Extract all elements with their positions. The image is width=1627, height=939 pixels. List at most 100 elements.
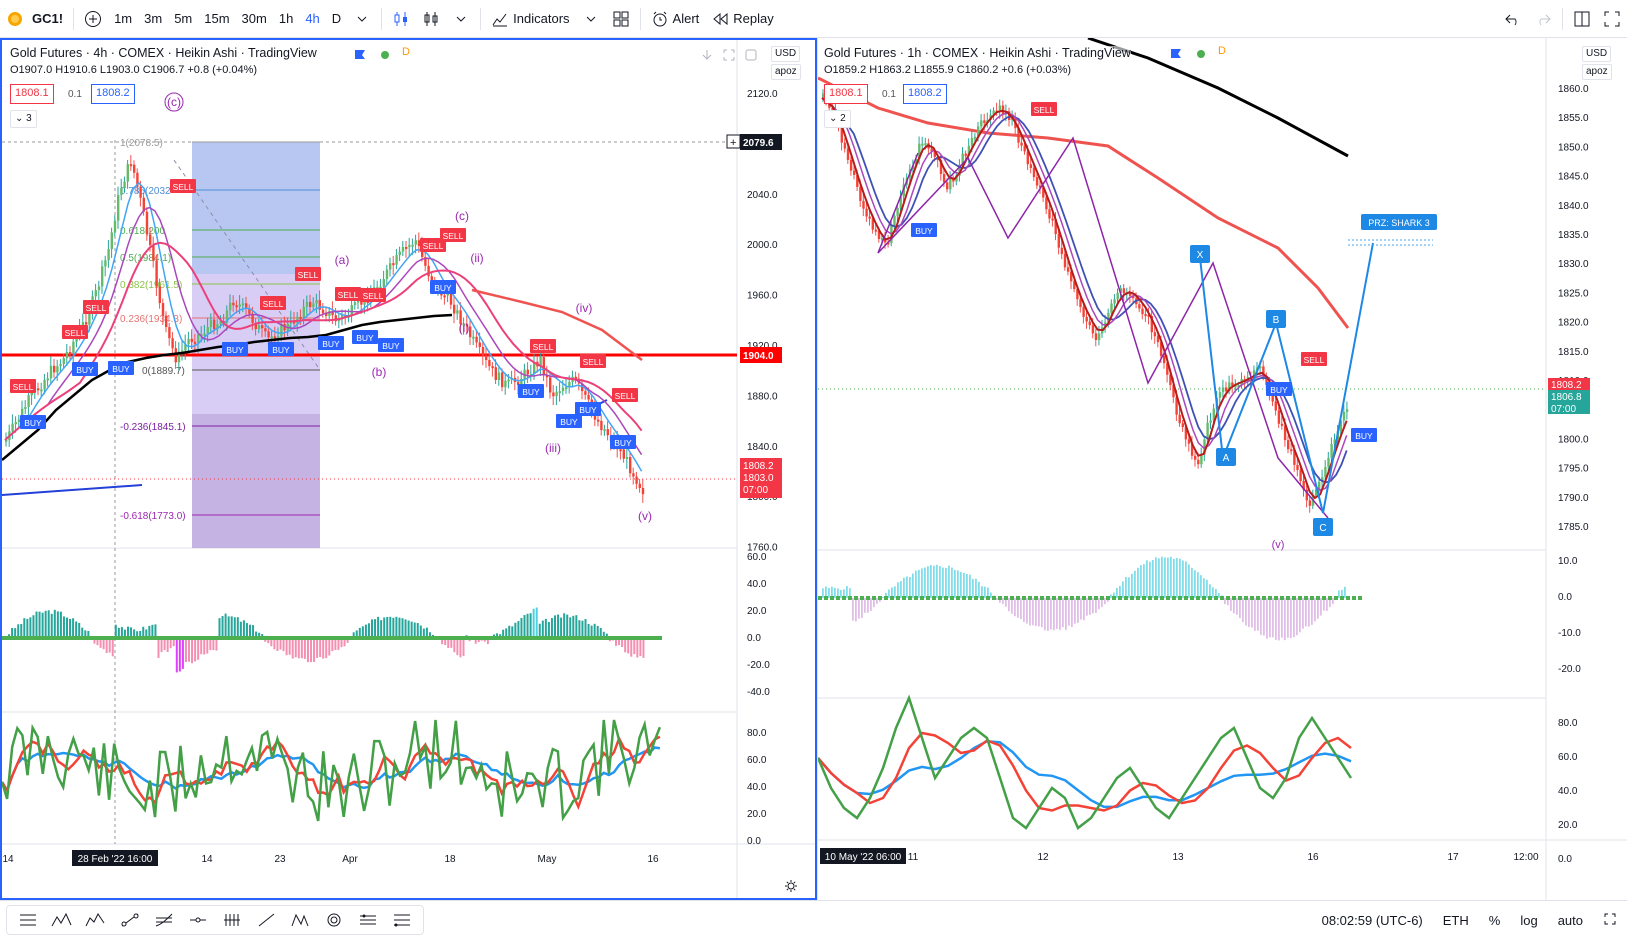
indicators-collapse-button[interactable]: ⌄ 3 xyxy=(10,110,37,128)
symbol-search[interactable]: GC1! xyxy=(0,0,69,38)
histogram-bar xyxy=(615,638,617,646)
interval-4h[interactable]: 4h xyxy=(305,11,320,26)
impulse-wave-icon[interactable] xyxy=(79,906,113,934)
settings-gear-icon[interactable] xyxy=(784,879,798,896)
candle-body xyxy=(1026,151,1029,165)
layout-split-button[interactable] xyxy=(1567,0,1597,38)
sell-price-box[interactable]: 1808.1 xyxy=(10,84,54,104)
alarm-clock-icon xyxy=(651,10,669,28)
trend-line-icon[interactable] xyxy=(113,906,147,934)
auto-scale-button[interactable]: auto xyxy=(1557,912,1583,928)
ray-icon[interactable] xyxy=(249,906,283,934)
horizontal-line-icon[interactable] xyxy=(181,906,215,934)
scale-mode-select[interactable]: apoz xyxy=(771,64,801,80)
histogram-bar xyxy=(990,592,992,598)
percent-scale-button[interactable]: % xyxy=(1488,912,1501,928)
interval-30m[interactable]: 30m xyxy=(241,11,267,26)
candle-body xyxy=(203,333,206,336)
indicators-collapse-button[interactable]: ⌄ 2 xyxy=(824,110,851,128)
maximize-icon[interactable] xyxy=(722,48,736,65)
histogram-bar xyxy=(450,638,453,648)
candle-body xyxy=(921,143,924,146)
candle-body xyxy=(1290,449,1293,452)
fullscreen-button[interactable] xyxy=(1597,0,1627,38)
histogram-bar xyxy=(972,578,974,598)
chart-type-candles-button[interactable] xyxy=(386,0,416,38)
interval-1m[interactable]: 1m xyxy=(114,11,133,26)
replay-button[interactable]: Replay xyxy=(705,0,779,38)
candle-body xyxy=(1271,395,1274,402)
interval-d[interactable]: D xyxy=(331,11,342,26)
sell-price-box[interactable]: 1808.1 xyxy=(824,84,868,104)
restore-icon[interactable] xyxy=(744,48,758,65)
histogram-bar xyxy=(486,638,489,645)
osc-tick-label: 40.0 xyxy=(747,579,767,590)
redo-button[interactable] xyxy=(1528,0,1558,38)
vertical-lines-icon[interactable] xyxy=(215,906,249,934)
candle-body xyxy=(1299,470,1302,481)
undo-button[interactable] xyxy=(1498,0,1528,38)
interval-dropdown[interactable] xyxy=(347,0,377,38)
delayed-d-icon: D xyxy=(402,46,410,58)
candle-body xyxy=(65,352,69,359)
histogram-bar xyxy=(636,638,639,658)
pitchfork-icon[interactable] xyxy=(147,906,181,934)
interval-1h[interactable]: 1h xyxy=(278,11,294,26)
candle-body xyxy=(606,429,609,436)
cursor-time-bg xyxy=(72,850,158,866)
buy-price-box[interactable]: 1808.2 xyxy=(903,84,947,104)
histogram-bar xyxy=(111,638,114,657)
chart-type-dropdown[interactable] xyxy=(446,0,476,38)
expand-icon[interactable] xyxy=(1593,912,1627,929)
alert-button[interactable]: Alert xyxy=(645,0,706,38)
chart-pane-left[interactable]: 2120.02080.02040.02000.01960.01920.01880… xyxy=(0,38,817,900)
indicators-button[interactable]: Indicators xyxy=(485,0,575,38)
histogram-bar xyxy=(1290,598,1292,639)
left-chart-canvas[interactable]: 2120.02080.02040.02000.01960.01920.01880… xyxy=(2,40,815,898)
chart-pane-right[interactable]: 1860.0 1855.0 1850.0 1845.0 1840.0 1835.0 1830… xyxy=(817,38,1627,900)
sell-signal-label: SELL xyxy=(443,231,464,241)
compare-symbol-button[interactable] xyxy=(78,0,108,38)
session-ETH-button[interactable]: ETH xyxy=(1442,912,1469,928)
candle-body xyxy=(136,172,139,187)
menu-icon[interactable] xyxy=(11,906,45,934)
elliott-wave-icon[interactable] xyxy=(45,906,79,934)
chart-type-bars-button[interactable] xyxy=(416,0,446,38)
layouts-button[interactable] xyxy=(606,0,636,38)
candle-body xyxy=(961,153,964,165)
fib-channel-icon[interactable] xyxy=(351,906,385,934)
currency-select[interactable]: USD xyxy=(1582,46,1612,62)
log-scale-button[interactable]: log xyxy=(1520,912,1538,928)
candle-body xyxy=(245,303,248,309)
buy-signal-label: BUY xyxy=(915,226,933,236)
buy-price-box[interactable]: 1808.2 xyxy=(91,84,135,104)
right-chart-canvas[interactable]: 1860.0 1855.0 1850.0 1845.0 1840.0 1835.0 1830… xyxy=(818,38,1627,900)
histogram-bar xyxy=(1104,598,1106,605)
buy-signal-label: BUY xyxy=(579,405,597,415)
currency-select[interactable]: USD xyxy=(771,46,801,62)
candle-body xyxy=(1048,209,1051,219)
histogram-bar xyxy=(1143,564,1145,598)
scale-mode-select[interactable]: apoz xyxy=(1582,64,1612,80)
histogram-bar xyxy=(367,623,370,638)
histogram-bar xyxy=(66,617,68,638)
interval-3m[interactable]: 3m xyxy=(144,11,163,26)
histogram-bar xyxy=(1173,558,1175,598)
histogram-bar xyxy=(1038,598,1040,627)
sell-signal-tag xyxy=(360,288,386,302)
interval-15m[interactable]: 15m xyxy=(204,11,230,26)
candle-body xyxy=(1225,387,1228,392)
price-tick-label: 1790.0 xyxy=(1558,493,1589,504)
scroll-down-icon[interactable] xyxy=(700,48,714,65)
histogram-bar xyxy=(624,638,627,653)
interval-5m[interactable]: 5m xyxy=(174,11,193,26)
xabcd-pattern-icon[interactable] xyxy=(283,906,317,934)
indicators-dropdown[interactable] xyxy=(576,0,606,38)
candle-body xyxy=(887,242,890,245)
ma-red xyxy=(471,288,643,361)
candle-body xyxy=(980,120,983,127)
histogram-bar xyxy=(981,586,983,598)
fib-retracement-icon[interactable] xyxy=(385,906,419,934)
candle-body xyxy=(113,220,117,233)
spiral-icon[interactable] xyxy=(317,906,351,934)
